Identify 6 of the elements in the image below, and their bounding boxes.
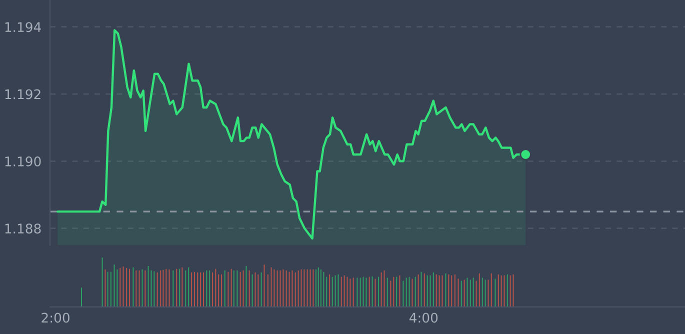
y-tick-label: 1.190 [5, 156, 41, 166]
y-tick-label: 1.194 [5, 22, 41, 32]
x-tick-label: 2:00 [42, 312, 70, 323]
y-tick-label: 1.188 [5, 224, 41, 234]
y-tick-label: 1.192 [5, 89, 40, 100]
x-tick-label: 4:00 [409, 312, 438, 323]
